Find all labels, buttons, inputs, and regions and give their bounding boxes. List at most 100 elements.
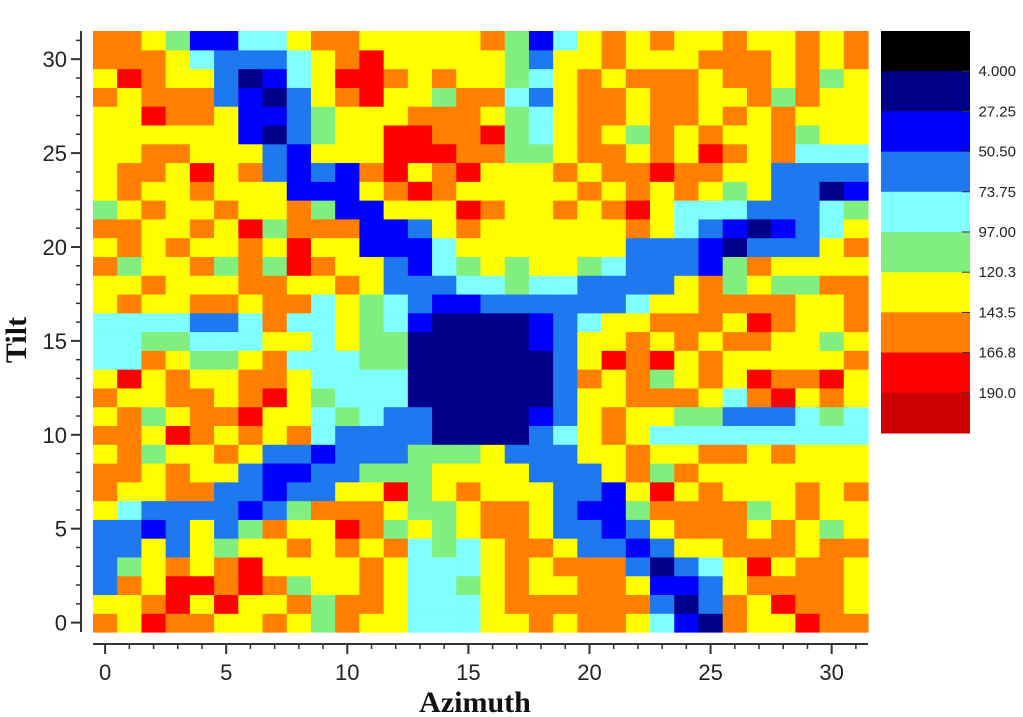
heatmap-cell — [650, 162, 675, 182]
heatmap-cell — [698, 106, 724, 126]
heatmap-cell — [819, 181, 845, 201]
heatmap-cell — [625, 331, 651, 351]
heatmap-cell — [189, 200, 215, 220]
heatmap-cell — [746, 369, 772, 389]
heatmap-cell — [335, 331, 361, 351]
heatmap-cell — [262, 162, 288, 182]
heatmap-cell — [165, 575, 191, 596]
heatmap-cell — [383, 575, 409, 596]
heatmap-cell — [771, 500, 796, 520]
heatmap-cell — [480, 481, 506, 502]
heatmap-cell — [93, 106, 118, 126]
heatmap-cell — [165, 293, 191, 314]
heatmap-cell — [722, 31, 748, 51]
heatmap-cell — [214, 200, 239, 220]
heatmap-cell — [335, 462, 361, 483]
colorbar-label: 50.50 — [978, 144, 1016, 161]
heatmap-cell — [335, 444, 361, 464]
heatmap-cell — [722, 312, 748, 333]
heatmap-cell — [674, 293, 700, 314]
heatmap-cell — [165, 538, 191, 558]
heatmap-cell — [456, 387, 482, 408]
heatmap-cell — [601, 575, 627, 596]
heatmap-cell — [117, 31, 143, 51]
heatmap-cell — [407, 481, 433, 502]
heatmap-cell — [262, 444, 288, 464]
heatmap-cell — [238, 538, 264, 558]
heatmap-cell — [214, 556, 239, 577]
heatmap-cell — [771, 556, 796, 577]
heatmap-cell — [93, 369, 118, 389]
heatmap-cell — [214, 162, 239, 182]
heatmap-cell — [480, 369, 506, 389]
heatmap-cell — [117, 519, 143, 539]
heatmap-cell — [359, 124, 385, 145]
heatmap-cell — [165, 519, 191, 539]
heatmap-cell — [577, 49, 603, 70]
heatmap-cell — [262, 481, 288, 502]
heatmap-cell — [819, 275, 845, 295]
heatmap-cell — [383, 462, 409, 483]
heatmap-cell — [819, 350, 845, 370]
heatmap-cell — [528, 124, 554, 145]
heatmap-cell — [601, 594, 627, 614]
heatmap-cell — [189, 613, 215, 633]
heatmap-cell — [117, 575, 143, 596]
heatmap-cell — [698, 425, 724, 445]
heatmap-cell — [286, 369, 312, 389]
heatmap-cell — [746, 500, 772, 520]
heatmap-cell — [746, 556, 772, 577]
heatmap-cell — [722, 594, 748, 614]
heatmap-cell — [141, 350, 167, 370]
heatmap-cell — [771, 538, 796, 558]
heatmap-cell — [456, 444, 482, 464]
heatmap-cell — [407, 538, 433, 558]
heatmap-cell — [335, 31, 361, 51]
heatmap-cell — [480, 218, 506, 239]
heatmap-cell — [771, 275, 796, 295]
heatmap-cell — [189, 406, 215, 427]
heatmap-cell — [625, 256, 651, 276]
heatmap-cell — [383, 538, 409, 558]
x-tick-label: 5 — [220, 660, 232, 685]
heatmap-cell — [359, 68, 385, 88]
heatmap-cell — [407, 87, 433, 107]
heatmap-cell — [771, 31, 796, 51]
heatmap-cell — [359, 256, 385, 276]
heatmap-cell — [722, 369, 748, 389]
heatmap-cell — [456, 500, 482, 520]
heatmap-cell — [698, 481, 724, 502]
heatmap-cell — [93, 237, 118, 257]
heatmap-cell — [577, 425, 603, 445]
heatmap-cell — [553, 275, 578, 295]
heatmap-cell — [262, 556, 288, 577]
heatmap-cell — [214, 143, 239, 164]
heatmap-cell — [432, 181, 457, 201]
heatmap-cell — [577, 481, 603, 502]
heatmap-cell — [238, 481, 264, 502]
heatmap-cell — [528, 538, 554, 558]
heatmap-cell — [189, 256, 215, 276]
heatmap-cell — [262, 275, 288, 295]
heatmap-cell — [843, 200, 869, 220]
heatmap-cell — [286, 406, 312, 427]
y-axis-ticks: 0 5 10 15 20 25 30 — [43, 39, 81, 636]
heatmap-cell — [674, 68, 700, 88]
heatmap-cell — [601, 387, 627, 408]
heatmap-cell — [698, 575, 724, 596]
heatmap-cell — [456, 425, 482, 445]
heatmap-cell — [286, 124, 312, 145]
heatmap-cell — [698, 538, 724, 558]
heatmap-cell — [432, 162, 457, 182]
heatmap-cell — [795, 312, 821, 333]
heatmap-cell — [432, 31, 457, 51]
heatmap-cell — [432, 556, 457, 577]
heatmap-cell — [674, 387, 700, 408]
heatmap-cell — [746, 613, 772, 633]
heatmap-cell — [407, 124, 433, 145]
heatmap-cell — [189, 369, 215, 389]
heatmap-cell — [383, 200, 409, 220]
heatmap-cell — [625, 143, 651, 164]
heatmap-cell — [650, 218, 675, 239]
heatmap-cell — [456, 143, 482, 164]
